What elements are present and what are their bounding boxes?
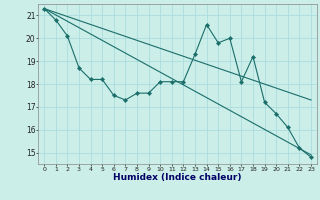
X-axis label: Humidex (Indice chaleur): Humidex (Indice chaleur) [113, 173, 242, 182]
